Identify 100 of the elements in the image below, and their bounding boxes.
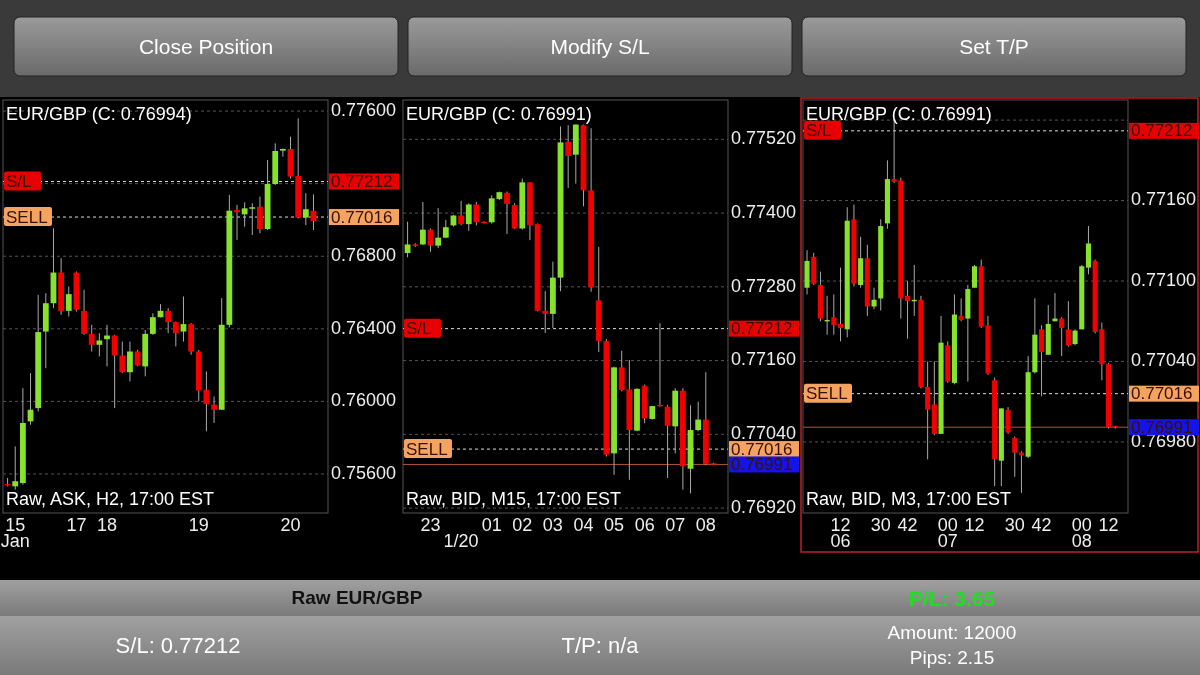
candlestick — [1065, 300, 1071, 348]
y-tick-label: 0.76800 — [331, 244, 397, 265]
candlestick — [111, 334, 118, 409]
annotation: Raw, BID, M15, 17:00 EST — [406, 489, 622, 509]
text: Modify S/L — [550, 34, 650, 58]
candlestick — [831, 293, 837, 336]
text: 0.77212 — [1131, 121, 1193, 141]
annotation: Raw, ASK, H2, 17:00 EST — [6, 489, 215, 509]
ref-line-label: S/L — [406, 319, 432, 339]
x-tick-label: 18 — [96, 515, 118, 535]
y-tick-label: 0.77520 — [731, 128, 797, 149]
text: Close Position — [138, 34, 274, 58]
chart-title: EUR/GBP (C: 0.76991) — [806, 104, 992, 124]
x-tick-label: 17 — [66, 515, 87, 535]
candlestick — [837, 267, 844, 342]
candlestick — [172, 321, 179, 347]
text: Amount: 12000 — [887, 622, 1017, 644]
x-tick-label: 08 — [695, 515, 716, 535]
candlestick — [419, 201, 426, 246]
text: 0.77212 — [731, 319, 793, 339]
x-tick-label: 12 06 — [830, 515, 851, 551]
x-tick-label: 42 — [897, 515, 918, 535]
x-tick-label: 00 07 — [937, 515, 958, 551]
candlestick — [511, 202, 518, 230]
chart-title: EUR/GBP (C: 0.76994) — [6, 104, 192, 124]
x-tick-label: 06 — [634, 515, 655, 535]
text: Set T/P — [959, 34, 1029, 58]
x-tick-label: 20 — [280, 515, 301, 535]
candlestick — [695, 401, 702, 432]
candlestick — [211, 396, 217, 424]
x-tick-label: 03 — [542, 515, 563, 535]
candlestick — [65, 286, 72, 317]
candlestick — [458, 200, 465, 226]
x-tick-label: 00 08 — [1071, 515, 1092, 551]
y-tick-label: 0.77600 — [331, 99, 397, 120]
y-tick-label: 0.77160 — [1131, 189, 1197, 210]
x-tick-label: 30 — [1004, 515, 1025, 535]
y-tick-label: 0.76000 — [331, 390, 397, 411]
candlestick — [149, 312, 156, 336]
candlestick — [958, 297, 964, 322]
text: 0.77016 — [331, 207, 393, 227]
text: Pips: 2.15 — [909, 647, 995, 669]
y-tick-label: 0.77400 — [731, 201, 797, 222]
y-tick-label: 0.76920 — [731, 496, 797, 517]
x-tick-label: 02 — [512, 515, 533, 535]
candlestick — [972, 264, 978, 289]
candlestick — [404, 221, 411, 258]
x-tick-label: 19 — [188, 515, 209, 535]
text: 0.77212 — [331, 171, 393, 191]
candlestick — [1059, 316, 1065, 357]
candlestick — [542, 290, 549, 334]
y-tick-label: 0.75600 — [331, 462, 397, 483]
text: P/L: 3.65 — [908, 586, 996, 610]
candlestick — [1005, 406, 1011, 435]
candlestick — [12, 445, 19, 491]
candlestick — [1039, 324, 1045, 397]
ref-line-label: S/L — [6, 171, 32, 191]
candlestick — [465, 202, 472, 232]
candlestick — [165, 307, 172, 334]
x-tick-label: 1/20 — [443, 531, 479, 551]
candlestick — [180, 296, 187, 343]
y-tick-label: 0.77100 — [1131, 269, 1197, 290]
x-tick-label: 42 — [1031, 515, 1052, 535]
ref-line-label: SELL — [6, 207, 48, 227]
x-tick-label: 12 — [964, 515, 985, 535]
ref-line-label: S/L — [806, 121, 832, 141]
text: Raw EUR/GBP — [291, 587, 423, 609]
x-tick-label: 12 — [1098, 515, 1119, 535]
ref-line-label: SELL — [406, 439, 448, 459]
candlestick — [565, 124, 572, 189]
candlestick — [904, 280, 911, 340]
candlestick — [925, 360, 931, 460]
y-tick-label: 0.77160 — [731, 349, 797, 370]
text: T/P: n/a — [561, 632, 640, 658]
y-tick-label: 0.77280 — [731, 275, 797, 296]
x-tick-label: 23 — [420, 515, 441, 535]
candlestick — [302, 192, 309, 226]
candlestick — [96, 332, 103, 357]
text: S/L: 0.77212 — [115, 632, 241, 658]
candlestick — [81, 289, 87, 336]
candlestick — [88, 324, 95, 352]
x-tick-label: 30 — [870, 515, 891, 535]
chart-title: EUR/GBP (C: 0.76991) — [406, 104, 592, 124]
y-tick-label: 0.76400 — [331, 317, 397, 338]
candlestick — [127, 341, 133, 382]
candlestick — [871, 287, 877, 310]
y-tick-label: 0.77040 — [1131, 350, 1197, 371]
candlestick — [1012, 436, 1018, 478]
candlestick — [435, 207, 442, 249]
x-tick-label: 05 — [604, 515, 625, 535]
text: 0.77016 — [1131, 384, 1193, 404]
annotation: Raw, BID, M3, 17:00 EST — [806, 489, 1012, 509]
ref-line-label: SELL — [806, 384, 848, 404]
candlestick — [279, 147, 286, 158]
x-tick-label: 07 — [665, 515, 686, 535]
candlestick — [257, 196, 263, 234]
x-tick-label: 04 — [573, 515, 594, 535]
x-tick-label: 15 Jan — [0, 515, 30, 551]
x-tick-label: 01 — [481, 515, 502, 535]
candlestick — [119, 341, 126, 374]
